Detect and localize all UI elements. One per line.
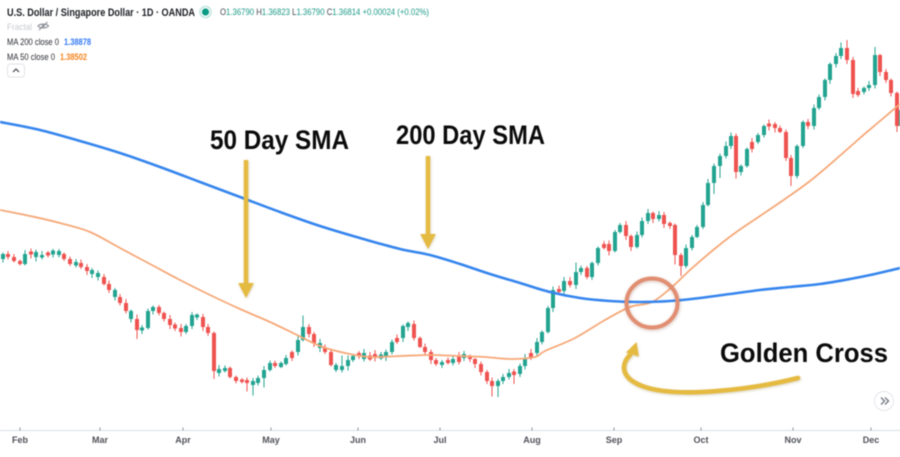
svg-text:Oct: Oct — [693, 435, 708, 445]
svg-text:50 Day SMA: 50 Day SMA — [210, 125, 349, 155]
svg-text:1.38878: 1.38878 — [64, 37, 91, 48]
svg-text:Mar: Mar — [92, 435, 109, 445]
svg-text:Feb: Feb — [12, 435, 29, 445]
svg-text:U.S. Dollar / Singapore Dollar: U.S. Dollar / Singapore Dollar · 1D · OA… — [7, 7, 195, 19]
svg-text:MA 200 close 0: MA 200 close 0 — [7, 37, 59, 48]
svg-text:Jul: Jul — [433, 435, 446, 445]
svg-text:May: May — [262, 435, 280, 445]
svg-text:Nov: Nov — [784, 435, 801, 445]
svg-text:O1.36790 H1.36823 L1.36790 C1.: O1.36790 H1.36823 L1.36790 C1.36814 +0.0… — [220, 7, 429, 17]
svg-text:MA 50 close 0: MA 50 close 0 — [7, 52, 55, 63]
svg-text:Golden Cross: Golden Cross — [720, 338, 888, 368]
svg-text:Sep: Sep — [606, 435, 623, 445]
svg-text:Apr: Apr — [175, 435, 191, 445]
svg-text:Aug: Aug — [523, 435, 541, 445]
svg-text:Jun: Jun — [350, 435, 366, 445]
svg-text:Dec: Dec — [863, 435, 880, 445]
svg-text:1.38502: 1.38502 — [60, 52, 87, 63]
svg-text:Fractal: Fractal — [7, 22, 32, 33]
svg-text:200 Day SMA: 200 Day SMA — [396, 120, 545, 150]
